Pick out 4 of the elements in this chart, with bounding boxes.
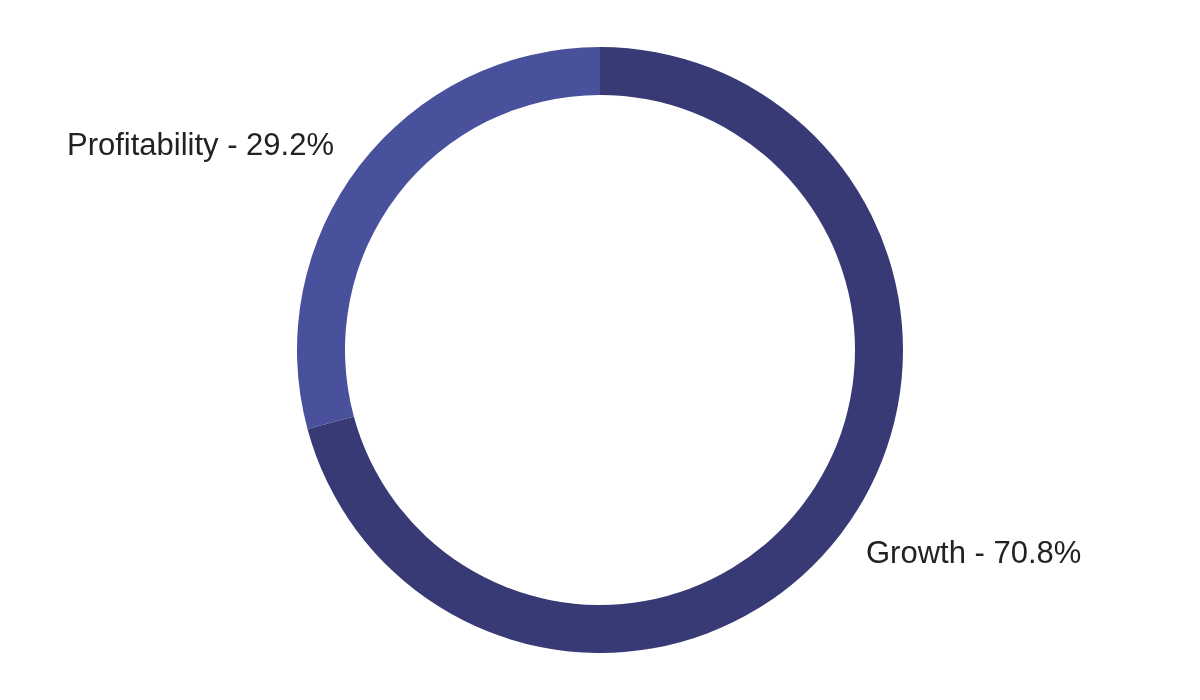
- data-label: 70.8%: [993, 534, 1082, 570]
- data-label: 29.2%: [246, 127, 335, 163]
- slice-label: Growth -: [865, 534, 985, 570]
- slice-label: Profitability -: [66, 127, 238, 163]
